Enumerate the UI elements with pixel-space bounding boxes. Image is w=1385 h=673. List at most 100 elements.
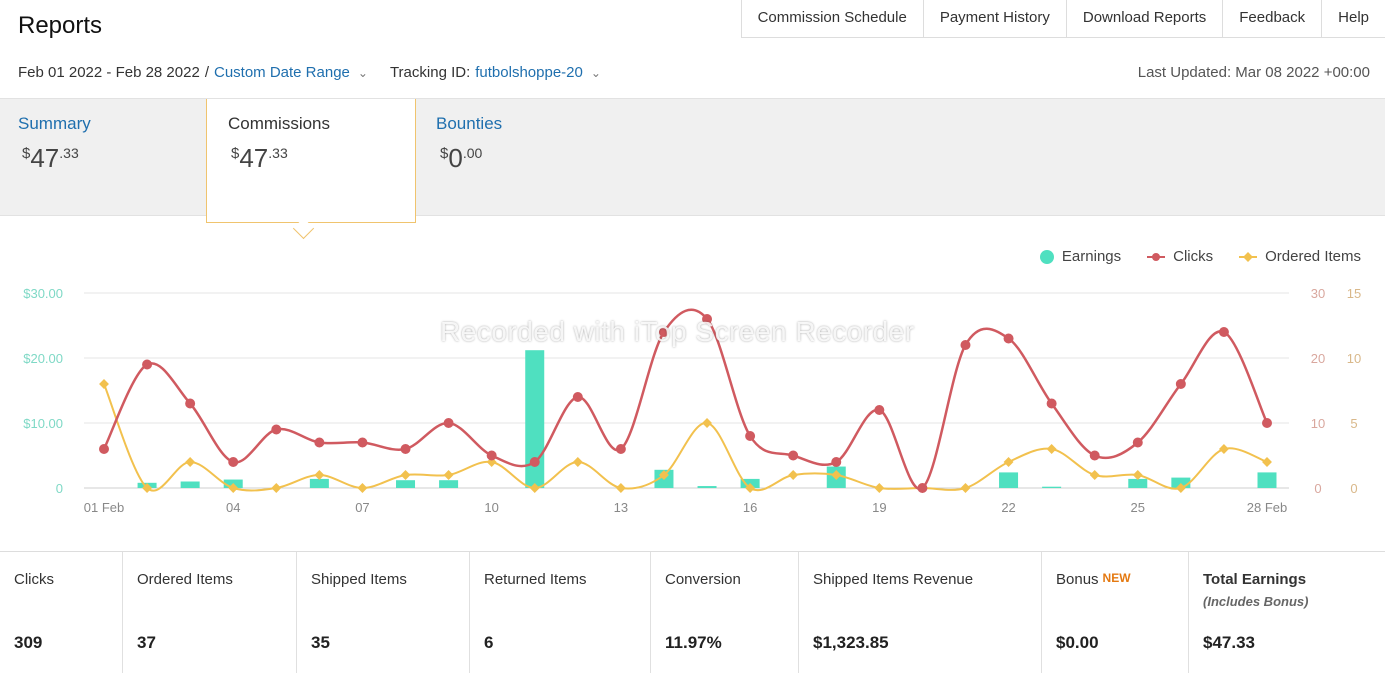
left-axis-tick: $10.00 [23,416,63,431]
nav-help[interactable]: Help [1338,9,1369,26]
ordered-items-point [572,457,583,467]
earnings-bar [1128,478,1148,488]
clicks-point [1089,450,1100,461]
custom-date-range-dropdown[interactable]: Custom Date Range [213,64,350,81]
stat-conversion: Conversion 11.97% [651,552,799,673]
earnings-bar [180,481,200,488]
x-axis-tick: 19 [872,500,886,515]
tab-summary[interactable]: Summary $47.33 [18,99,198,215]
stat-value: 37 [137,633,156,652]
tab-summary-label[interactable]: Summary [18,114,91,133]
clicks-point [271,424,282,435]
right-axis-tick: 10 [1311,416,1325,431]
legend-ordered-items[interactable]: Ordered Items [1239,248,1361,265]
ordered-items-point [357,483,368,493]
chevron-down-icon[interactable]: ⌄ [357,65,368,80]
ordered-items-point [1003,457,1014,467]
tab-summary-amount: $47.33 [22,143,79,173]
earnings-bar [309,478,329,488]
right-axis-tick: 20 [1311,351,1325,366]
stat-sublabel: (Includes Bonus) [1203,594,1309,609]
stat-shipped-items: Shipped Items 35 [297,552,470,673]
ordered-items-point [1046,444,1057,454]
earnings-bar [1042,486,1062,488]
clicks-point [1262,418,1272,428]
x-axis-tick: 16 [743,500,757,515]
top-nav: Commission Schedule Payment History Down… [740,0,1385,38]
ordered-items-point [831,470,842,480]
stats-summary: Clicks 309 Ordered Items 37 Shipped Item… [0,551,1385,673]
left-axis-tick: 0 [56,481,63,496]
tab-bounties-label[interactable]: Bounties [436,114,503,133]
clicks-point [572,392,583,402]
clicks-point [831,457,842,467]
right-axis-tick: 30 [1311,286,1325,301]
earnings-chart: $30.00 30 15 $20.00 20 10 $10.00 10 5 0 0 0 01 Feb 04… [23,286,1361,515]
nav-payment-history[interactable]: Payment History [924,0,1067,37]
ordered-items-point [1089,470,1100,480]
ordered-items-point [659,470,669,480]
stat-value: 11.97% [665,633,722,652]
right-axis-tick: 0 [1314,481,1321,496]
clicks-point [1003,333,1014,344]
stat-label: Ordered Items [137,571,233,588]
tab-commissions[interactable]: Commissions $47.33 [206,99,416,223]
ordered-items-point [874,483,885,493]
ordered-items-point [99,379,109,389]
stat-shipped-items-revenue: Shipped Items Revenue $1,323.85 [799,552,1042,673]
ordered-items-line [103,383,1268,492]
ordered-items-point [1262,457,1272,467]
ordered-items-point [400,470,411,480]
ordered-items-point [745,483,756,493]
ordered-items-point [142,483,153,493]
clicks-point [1046,398,1057,409]
right-axis-tick: 5 [1350,416,1357,431]
x-axis-tick: 07 [355,500,369,515]
stat-label: Clicks [14,571,54,588]
stat-label: Total Earnings [1203,571,1307,588]
clicks-point [917,483,928,493]
clicks-point [702,314,713,324]
legend-earnings[interactable]: Earnings [1039,248,1121,265]
stat-value: 35 [311,633,330,652]
left-axis-tick: $20.00 [23,351,63,366]
clicks-point [1132,437,1143,448]
date-separator: / [204,64,209,81]
earnings-dot-icon [1039,249,1054,264]
nav-feedback[interactable]: Feedback [1223,0,1323,37]
ordered-items-point [271,483,282,493]
stat-value: $1,323.85 [813,633,889,652]
page-title: Reports [18,12,103,39]
clicks-point [400,444,411,454]
tracking-id-dropdown[interactable]: futbolshoppe-20 [475,64,583,81]
nav-download-reports[interactable]: Download Reports [1067,0,1224,37]
clicks-point [99,444,109,454]
tab-commissions-label[interactable]: Commissions [228,114,331,133]
tab-bounties[interactable]: Bounties $0.00 [436,99,616,215]
stat-ordered-items: Ordered Items 37 [123,552,297,673]
report-filter-bar: Feb 01 2022 - Feb 28 2022 / Custom Date … [18,64,601,81]
stat-returned-items: Returned Items 6 [470,552,651,673]
clicks-point [443,418,454,428]
stat-label: Shipped Items [311,571,407,588]
chevron-down-icon[interactable]: ⌄ [590,65,601,80]
ordered-items-point [443,470,454,480]
left-axis-tick: $30.00 [23,286,63,301]
clicks-point [745,431,756,441]
chart-legend: Earnings Clicks Ordered Items [1039,248,1361,265]
ordered-items-point [1218,444,1229,454]
nav-commission-schedule[interactable]: Commission Schedule [742,0,924,37]
right-axis-tick: 10 [1347,351,1361,366]
clicks-point [960,340,971,350]
clicks-point [788,450,799,461]
clicks-point [314,437,325,448]
earnings-bar [999,472,1019,488]
clicks-point [142,359,153,370]
ordered-items-point [1175,483,1186,493]
stat-label: Shipped Items Revenue [813,571,974,588]
stat-clicks: Clicks 309 [0,552,123,673]
stat-value: 6 [484,633,494,652]
x-axis-tick: 04 [226,500,240,515]
legend-clicks[interactable]: Clicks [1147,248,1213,265]
x-axis-tick: 13 [614,500,628,515]
